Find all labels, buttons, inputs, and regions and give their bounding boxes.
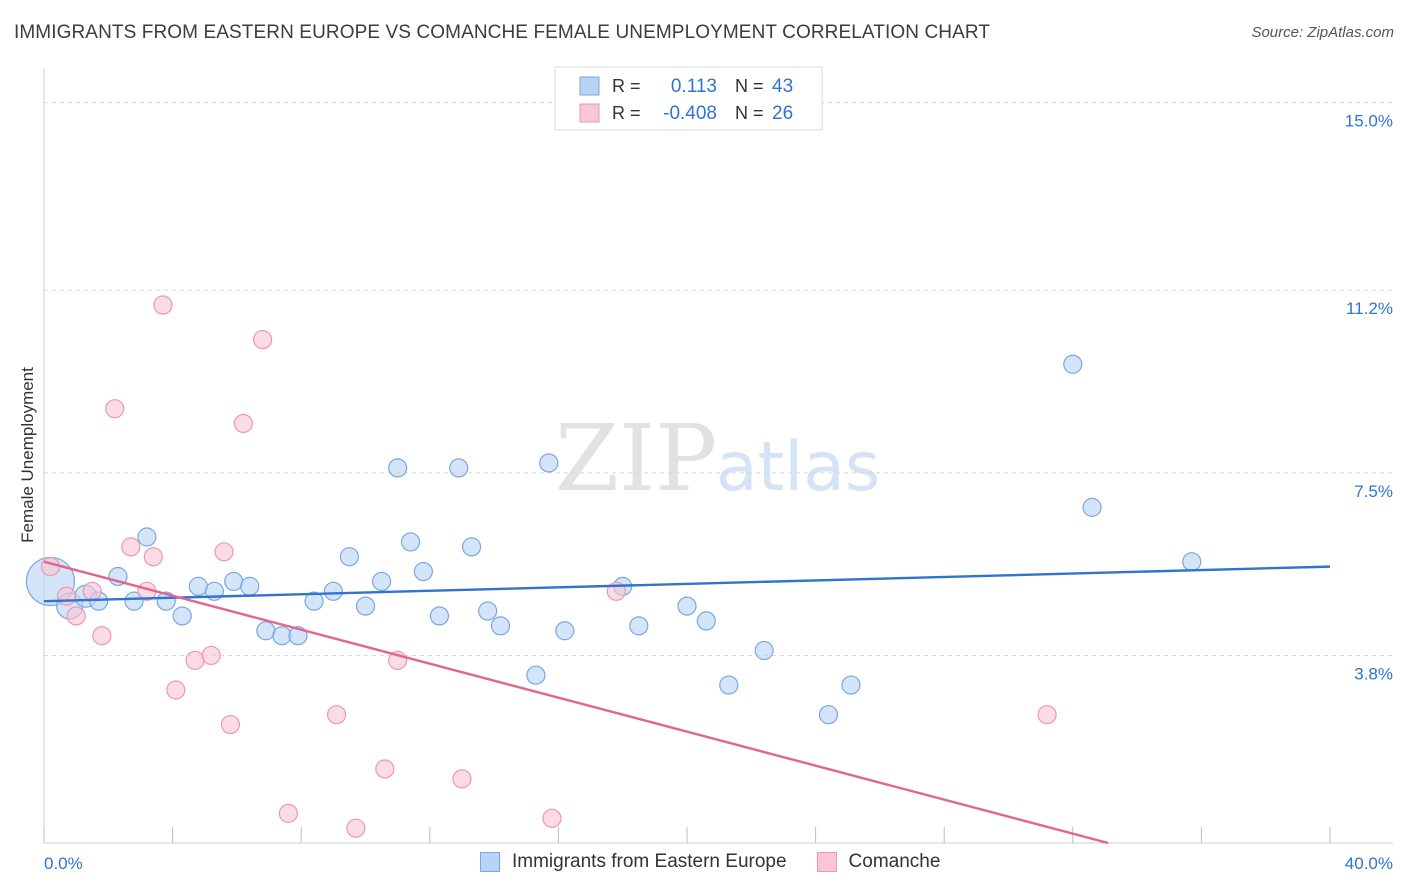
- pink-point: [1037, 705, 1057, 725]
- blue-point: [696, 611, 716, 631]
- blue-point: [449, 458, 469, 478]
- blue-point: [490, 616, 511, 636]
- y-tick-label: 3.8%: [1354, 664, 1393, 683]
- pink-point: [346, 818, 366, 838]
- pink-point: [253, 329, 273, 350]
- blue-point: [137, 527, 157, 547]
- bottom-legend: Immigrants from Eastern Europe Comanche: [480, 851, 970, 873]
- blue-point: [413, 561, 433, 582]
- pink-point: [214, 542, 234, 562]
- pink-point: [233, 413, 253, 434]
- stats-n-value: 26: [772, 103, 793, 124]
- pink-point: [201, 645, 221, 666]
- y-tick-label: 15.0%: [1345, 112, 1393, 131]
- pink-point: [121, 537, 141, 557]
- blue-point: [355, 596, 376, 616]
- watermark-zip: ZIP: [555, 405, 717, 512]
- pink-point: [56, 586, 77, 606]
- blue-point: [172, 606, 192, 626]
- pink-point: [143, 547, 163, 567]
- stats-n-label: N =: [735, 76, 764, 96]
- pink-point: [375, 759, 395, 779]
- pink-point: [153, 295, 173, 315]
- blue-point: [304, 591, 324, 611]
- blue-point: [461, 537, 482, 557]
- blue-point: [224, 571, 244, 592]
- blue-point: [754, 640, 774, 661]
- blue-point: [339, 547, 360, 567]
- x-tick-label-max: 40.0%: [1345, 854, 1393, 873]
- blue-point: [1063, 354, 1083, 374]
- chart-source: Source: ZipAtlas.com: [1251, 24, 1394, 41]
- stats-r-value: -0.408: [663, 103, 717, 124]
- blue-point: [818, 705, 839, 725]
- x-tick-label-min: 0.0%: [44, 854, 83, 873]
- blue-point: [124, 591, 144, 611]
- blue-point: [256, 621, 276, 641]
- stats-r-label: R =: [612, 103, 641, 123]
- stats-r-value: 0.113: [671, 76, 717, 97]
- blue-point: [272, 626, 292, 646]
- pink-point: [40, 557, 61, 577]
- blue-point: [371, 571, 392, 592]
- blue-point: [429, 606, 450, 626]
- blue-point: [841, 675, 861, 695]
- pink-point: [542, 808, 562, 828]
- blue-point: [555, 621, 575, 641]
- pink-point: [166, 680, 186, 700]
- blue-point: [188, 576, 208, 596]
- pink-trend-line: [43, 560, 1109, 845]
- blue-point: [1182, 552, 1202, 572]
- stats-r-label: R =: [612, 76, 641, 96]
- blue-point: [719, 675, 739, 695]
- pink-point: [105, 399, 125, 419]
- pink-point: [220, 714, 241, 735]
- stats-n-value: 43: [772, 76, 793, 97]
- blue-point: [1082, 497, 1102, 517]
- y-tick-label: 11.2%: [1346, 299, 1393, 318]
- blue-point: [388, 458, 408, 478]
- legend-item-immigrants[interactable]: Immigrants from Eastern Europe: [480, 851, 787, 873]
- pink-point: [452, 769, 472, 789]
- blue-point: [526, 665, 546, 685]
- pink-point: [278, 803, 298, 823]
- legend-swatch-pink: [816, 852, 837, 872]
- stats-swatch: [579, 103, 600, 123]
- blue-point: [240, 576, 260, 596]
- stats-swatch: [579, 76, 600, 96]
- pink-point: [82, 581, 102, 601]
- blue-point: [400, 532, 421, 552]
- pink-point: [185, 650, 205, 670]
- watermark-atlas: atlas: [716, 428, 880, 507]
- chart-title: IMMIGRANTS FROM EASTERN EUROPE VS COMANC…: [14, 22, 991, 43]
- legend-label-comanche: Comanche: [848, 851, 941, 872]
- blue-point: [539, 453, 559, 473]
- legend-swatch-blue: [480, 852, 500, 872]
- pink-point: [326, 705, 347, 725]
- blue-point: [629, 616, 649, 636]
- y-tick-label: 7.5%: [1354, 482, 1393, 501]
- blue-point: [677, 596, 697, 616]
- legend-label-immigrants: Immigrants from Eastern Europe: [512, 851, 787, 872]
- blue-trend-line: [43, 565, 1331, 603]
- blue-point: [478, 601, 498, 621]
- stats-n-label: N =: [735, 103, 764, 123]
- legend-item-comanche[interactable]: Comanche: [816, 851, 941, 873]
- pink-point: [66, 606, 86, 626]
- blue-point: [323, 581, 343, 601]
- pink-point: [92, 626, 112, 646]
